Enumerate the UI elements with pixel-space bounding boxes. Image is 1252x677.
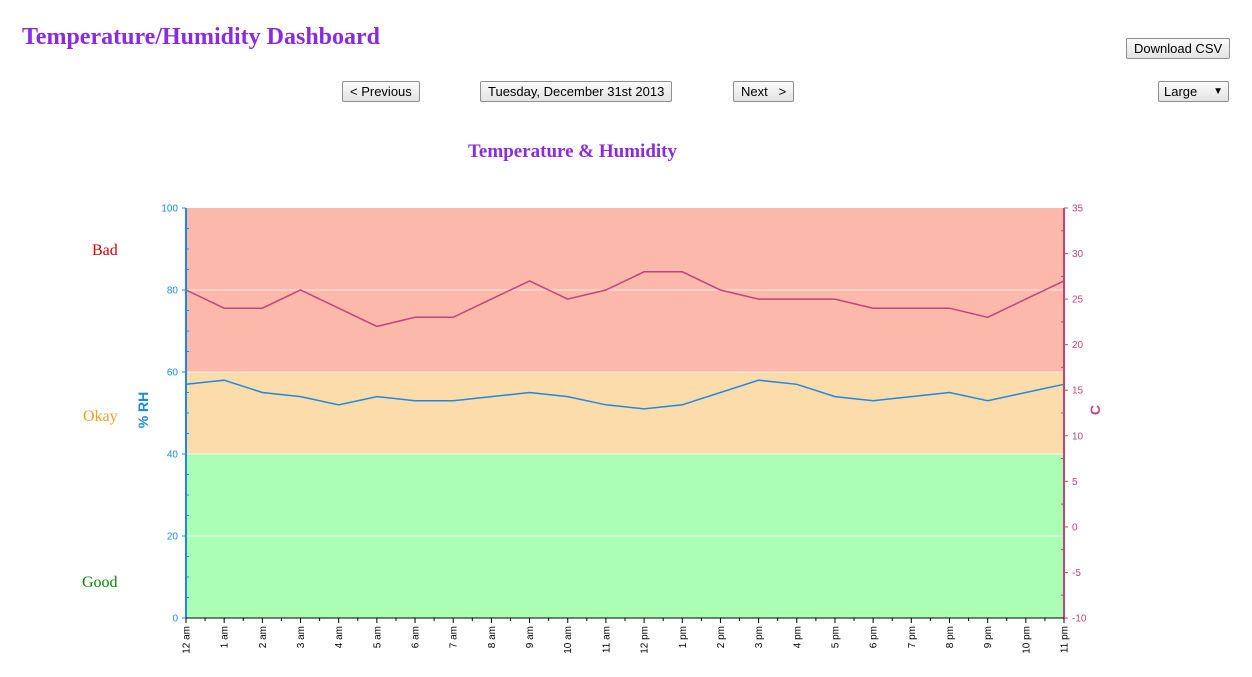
x-tick-label: 6 am xyxy=(411,626,422,648)
x-tick-label: 7 pm xyxy=(907,626,918,648)
x-tick-label: 11 am xyxy=(601,626,612,653)
x-tick-label: 5 pm xyxy=(830,626,841,648)
x-tick-label: 9 am xyxy=(525,626,536,648)
series-line-temperature xyxy=(185,271,1065,328)
x-tick-label: 5 am xyxy=(372,626,383,648)
x-tick-label: 12 am xyxy=(182,626,193,654)
x-tick-label: 1 pm xyxy=(678,626,689,648)
y-right-tick-label: 10 xyxy=(1072,431,1084,442)
previous-button[interactable]: < Previous xyxy=(342,81,420,102)
size-select[interactable]: Large ▼ xyxy=(1158,81,1229,102)
x-tick-label: 2 pm xyxy=(716,626,727,648)
x-tick-label: 2 am xyxy=(258,626,269,648)
chevron-down-icon: ▼ xyxy=(1213,86,1223,97)
y-right-axis-label: C xyxy=(1087,405,1103,415)
y-right-tick-label: 15 xyxy=(1072,386,1084,397)
y-right-tick-label: 20 xyxy=(1072,340,1084,351)
y-left-tick-label: 20 xyxy=(167,532,179,543)
zone-band-good xyxy=(186,454,1064,618)
y-right-tick-label: 30 xyxy=(1072,249,1084,260)
y-right-tick-label: 5 xyxy=(1072,477,1078,488)
next-button[interactable]: Next > xyxy=(733,81,795,102)
x-tick-label: 4 pm xyxy=(792,626,803,648)
x-tick-label: 4 am xyxy=(334,626,345,648)
chart-title: Temperature & Humidity xyxy=(468,141,677,162)
x-tick-label: 3 am xyxy=(296,626,307,648)
page-title: Temperature/Humidity Dashboard xyxy=(22,24,381,50)
zone-band-bad xyxy=(186,208,1064,372)
x-tick-label: 12 pm xyxy=(640,626,651,654)
y-right-tick-label: 25 xyxy=(1072,295,1084,306)
date-button[interactable]: Tuesday, December 31st 2013 xyxy=(480,81,673,102)
size-select-value: Large xyxy=(1164,84,1198,99)
x-tick-label: 10 pm xyxy=(1021,626,1032,654)
zone-label-okay: Okay xyxy=(83,408,118,425)
x-tick-label: 6 pm xyxy=(869,626,880,648)
y-left-tick-label: 100 xyxy=(161,204,178,215)
x-tick-label: 1 am xyxy=(220,626,231,648)
series-line-humidity xyxy=(185,379,1065,410)
y-right-tick-label: -5 xyxy=(1072,568,1081,579)
y-left-axis-label: % RH xyxy=(135,392,151,429)
x-tick-label: 10 am xyxy=(563,626,574,654)
y-left-tick-label: 0 xyxy=(172,614,178,625)
download-csv-button[interactable]: Download CSV xyxy=(1126,38,1231,59)
x-tick-label: 8 pm xyxy=(945,626,956,648)
y-right-tick-label: 0 xyxy=(1072,522,1078,533)
y-right-tick-label: -10 xyxy=(1072,614,1087,625)
zone-band-okay xyxy=(186,372,1064,454)
x-tick-label: 8 am xyxy=(487,626,498,648)
zone-label-bad: Bad xyxy=(92,242,118,259)
x-tick-label: 9 pm xyxy=(983,626,994,648)
y-right-tick-label: 35 xyxy=(1072,204,1084,215)
x-tick-label: 11 pm xyxy=(1060,626,1071,653)
y-left-tick-label: 60 xyxy=(167,368,179,379)
y-left-tick-label: 80 xyxy=(167,286,179,297)
zone-label-good: Good xyxy=(82,574,118,591)
x-tick-label: 7 am xyxy=(449,626,460,648)
x-tick-label: 3 pm xyxy=(754,626,765,648)
y-left-tick-label: 40 xyxy=(167,450,179,461)
